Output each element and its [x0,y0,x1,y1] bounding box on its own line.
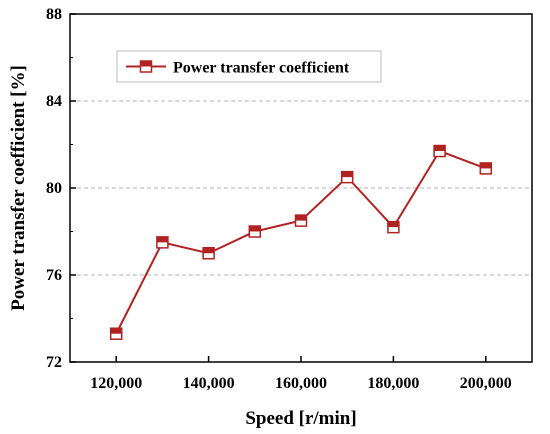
data-point [156,236,169,249]
axis-ticks [70,13,487,363]
legend: Power transfer coefficient [116,50,382,83]
series-line [115,149,487,335]
series-layer [109,144,493,340]
x-tick-label: 200,000 [460,375,512,392]
y-tick-label: 88 [46,6,62,23]
data-point [109,327,123,340]
data-point [202,247,215,260]
y-axis-title: Power transfer coefficient [%] [8,65,29,311]
data-point [433,144,446,158]
x-tick-label: 140,000 [183,375,235,392]
y-tick-label: 84 [46,93,62,110]
data-point [479,162,493,175]
data-point [387,220,400,234]
tick-labels: 72 76 80 84 88 120,000 140,000 160,000 180,000 20… [46,6,512,392]
data-point [248,225,262,238]
legend-entry: Power transfer coefficient [173,60,350,77]
x-axis-title: Speed [r/min] [245,408,356,429]
x-tick-label: 180,000 [367,375,419,392]
data-point [139,60,153,73]
grid-lines [70,100,532,276]
x-tick-label: 160,000 [275,375,327,392]
legend-marker [139,60,153,73]
y-tick-label: 72 [46,354,62,371]
x-tick-label: 120,000 [90,375,142,392]
y-tick-label: 80 [46,180,62,197]
y-tick-label: 76 [46,267,62,284]
data-point [294,214,308,227]
data-point [340,170,354,184]
